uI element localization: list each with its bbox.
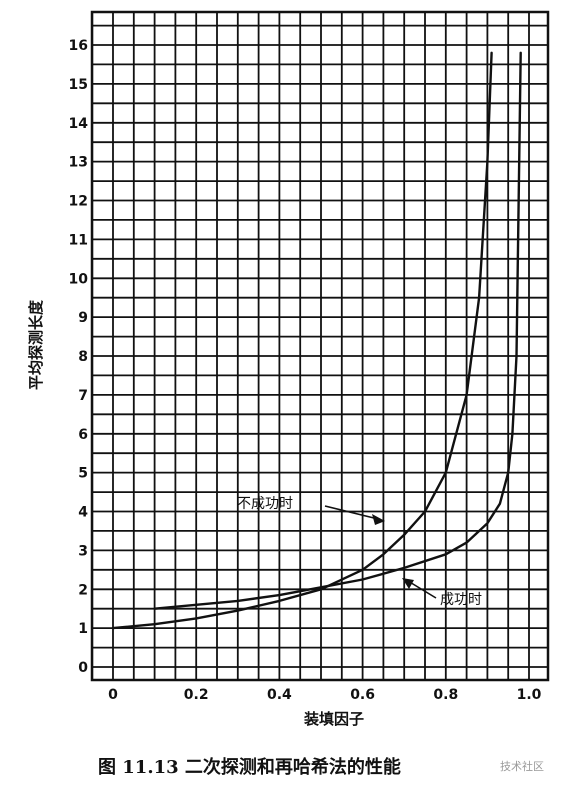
annotation-unsuccessful: 不成功时 [237,496,293,512]
annotation-layer: 不成功时 成功时 [237,496,482,608]
y-tick-label: 9 [78,310,88,326]
y-tick-label: 4 [78,505,88,521]
y-tick-label: 5 [78,466,88,482]
successful-arrow-line [407,580,437,599]
x-tick-label: 0.6 [350,687,375,703]
y-tick-label: 12 [69,194,88,210]
y-tick-label: 14 [69,116,89,132]
x-tick-label: 0.8 [433,687,458,703]
successful-arrow-head [402,578,414,589]
x-tick-label: 0 [108,687,118,703]
plot-frame [90,10,550,682]
x-tick-label: 0.4 [267,687,292,703]
x-axis-label: 装填因子 [303,710,364,728]
y-tick-label: 10 [69,271,89,287]
y-tick-label: 2 [78,582,88,598]
y-tick-label: 3 [78,543,88,559]
unsuccessful-arrow-line [324,505,379,520]
x-tick-label: 1.0 [517,687,542,703]
figure-caption: 图 11.13 二次探测和再哈希法的性能 [98,756,401,778]
y-axis-label: 平均探测长度 [27,299,45,390]
watermark: 技术社区 [500,759,544,773]
y-tick-label: 0 [78,660,88,676]
y-tick-label: 16 [69,38,88,54]
y-tick-label: 15 [69,77,88,93]
y-tick-label: 8 [78,349,88,365]
axes-layer [90,10,550,682]
series-line-unsuccessful [111,51,493,630]
y-tick-label: 11 [69,232,88,248]
annotation-successful: 成功时 [440,592,482,608]
y-tick-label: 1 [78,621,88,637]
unsuccessful-arrow-head [372,514,385,525]
grid-layer [91,12,548,680]
series-line-successful [153,51,522,610]
y-tick-label: 13 [69,155,88,171]
y-tick-label: 7 [78,388,88,404]
y-tick-label: 6 [78,427,88,443]
x-tick-label: 0.2 [184,687,209,703]
series-layer [111,51,522,630]
